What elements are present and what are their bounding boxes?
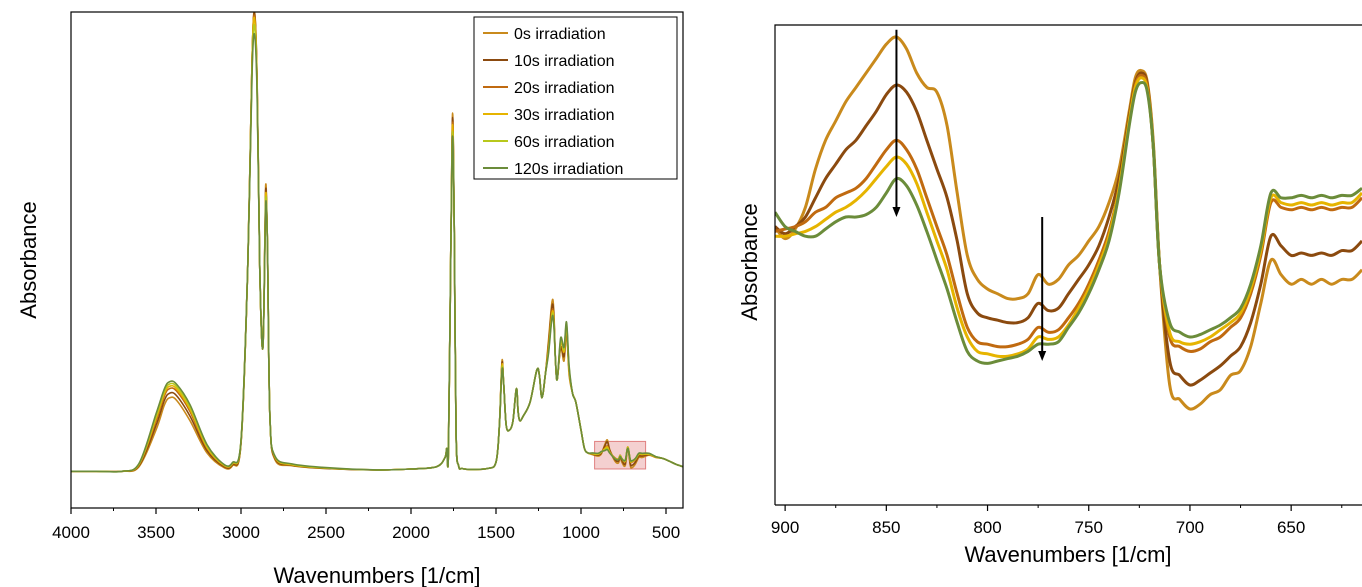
- right-x-tick-label: 850: [872, 518, 900, 537]
- zoom-series-line-5: [775, 81, 1362, 365]
- left-chart: 4000 3500 3000 2500 2000 1500 1000 500 Wavenumb…: [16, 11, 684, 587]
- right-plot-frame: [774, 24, 1362, 505]
- legend-entry-3: 20s irradiation: [514, 80, 615, 97]
- right-x-tick-label: 700: [1176, 518, 1204, 537]
- left-x-tick-label: 1500: [477, 523, 515, 542]
- zoom-series-line-2: [775, 71, 1362, 387]
- left-plot-area: [71, 12, 683, 473]
- zoom-series-line-3: [775, 73, 1362, 353]
- trend-arrow-head-1: [892, 207, 901, 217]
- legend-entry-5: 60s irradiation: [514, 134, 615, 151]
- left-x-tick-label: 3500: [137, 523, 175, 542]
- legend-box: [473, 16, 678, 180]
- right-plot-area: [775, 35, 1362, 411]
- legend-entry-6: 120s irradiation: [514, 161, 623, 178]
- right-x-tick-label: 650: [1277, 518, 1305, 537]
- legend-entry-4: 30s irradiation: [514, 107, 615, 124]
- legend: 0s irradiation 10s irradiation 20s irradia…: [473, 16, 678, 180]
- left-x-tick-label: 2500: [307, 523, 345, 542]
- left-x-tick-label: 2000: [392, 523, 430, 542]
- left-x-tick-label: 1000: [562, 523, 600, 542]
- series-line-6: [71, 32, 683, 473]
- left-x-tick-label: 3000: [222, 523, 260, 542]
- left-x-tick-label: 4000: [52, 523, 90, 542]
- right-x-axis: 900 850 800 750 700 650: [771, 505, 1343, 537]
- right-annotations: [892, 29, 1047, 361]
- left-plot-frame: [70, 11, 684, 509]
- right-x-tick-label: 900: [771, 518, 799, 537]
- trend-arrow-head-2: [1038, 351, 1047, 361]
- right-chart: 900 850 800 750 700 650 Wavenumbers [1/cm] Ab…: [737, 24, 1362, 567]
- left-x-axis: 4000 3500 3000 2500 2000 1500 1000 500: [52, 508, 680, 542]
- right-x-axis-title: Wavenumbers [1/cm]: [964, 542, 1171, 567]
- left-x-tick-label: 500: [652, 523, 680, 542]
- right-x-tick-label: 800: [973, 518, 1001, 537]
- left-y-axis-title: Absorbance: [16, 201, 41, 318]
- legend-entry-2: 10s irradiation: [514, 53, 615, 70]
- right-x-tick-label: 750: [1075, 518, 1103, 537]
- zoom-series-line-1: [775, 35, 1362, 411]
- right-y-axis-title: Absorbance: [737, 203, 762, 320]
- left-x-axis-title: Wavenumbers [1/cm]: [273, 563, 480, 587]
- legend-entry-1: 0s irradiation: [514, 26, 606, 43]
